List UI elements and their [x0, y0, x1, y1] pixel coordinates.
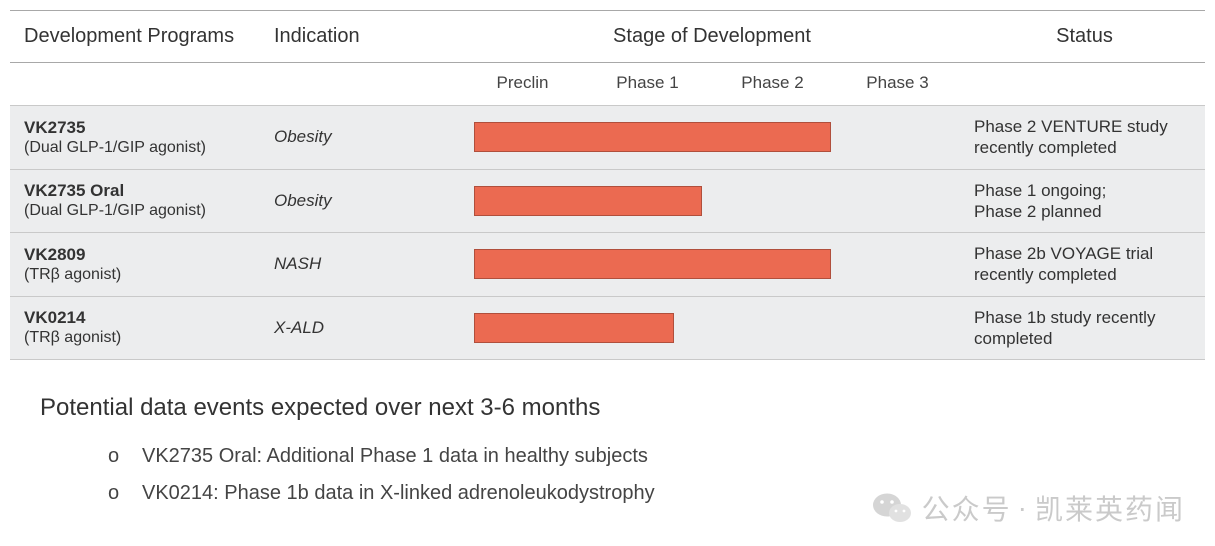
- status-line: Phase 2b VOYAGE trial: [974, 243, 1195, 264]
- phase-label-row: Preclin Phase 1 Phase 2 Phase 3: [10, 63, 1205, 106]
- progress-bar: [474, 249, 831, 279]
- footer-item: o VK0214: Phase 1b data in X-linked adre…: [108, 475, 1205, 512]
- status-line: completed: [974, 328, 1195, 349]
- phase-label: Phase 3: [835, 73, 960, 93]
- program-name: VK0214: [24, 307, 250, 328]
- progress-bar: [474, 122, 831, 152]
- list-bullet: o: [108, 438, 142, 475]
- indication-text: Obesity: [274, 127, 332, 146]
- table-row: VK0214 (TRβ agonist) X-ALD Phase 1b stud…: [10, 296, 1205, 360]
- table-row: VK2809 (TRβ agonist) NASH Phase 2b VOYAG…: [10, 233, 1205, 297]
- status-line: recently completed: [974, 264, 1195, 285]
- indication-text: Obesity: [274, 191, 332, 210]
- footer-block: Potential data events expected over next…: [10, 360, 1205, 512]
- footer-item-text: VK0214: Phase 1b data in X-linked adreno…: [142, 475, 655, 512]
- program-subtitle: (TRβ agonist): [24, 265, 250, 285]
- phase-labels: Preclin Phase 1 Phase 2 Phase 3: [460, 73, 960, 93]
- indication-text: X-ALD: [274, 318, 324, 337]
- status-line: Phase 2 planned: [974, 201, 1195, 222]
- status-line: Phase 2 VENTURE study: [974, 116, 1195, 137]
- progress-track: [474, 313, 950, 343]
- header-status: Status: [960, 11, 1205, 63]
- pipeline-table: Development Programs Indication Stage of…: [10, 10, 1205, 360]
- indication-text: NASH: [274, 254, 321, 273]
- program-name: VK2735 Oral: [24, 180, 250, 201]
- program-name: VK2735: [24, 117, 250, 138]
- footer-list: o VK2735 Oral: Additional Phase 1 data i…: [40, 438, 1205, 512]
- header-stage: Stage of Development: [460, 11, 960, 63]
- progress-bar: [474, 313, 674, 343]
- progress-bar: [474, 186, 702, 216]
- progress-track: [474, 186, 950, 216]
- list-bullet: o: [108, 475, 142, 512]
- program-subtitle: (TRβ agonist): [24, 328, 250, 348]
- phase-label: Phase 2: [710, 73, 835, 93]
- table-row: VK2735 (Dual GLP-1/GIP agonist) Obesity …: [10, 106, 1205, 170]
- status-line: Phase 1b study recently: [974, 307, 1195, 328]
- progress-track: [474, 249, 950, 279]
- footer-title: Potential data events expected over next…: [40, 394, 1205, 422]
- table-row: VK2735 Oral (Dual GLP-1/GIP agonist) Obe…: [10, 169, 1205, 233]
- phase-label: Preclin: [460, 73, 585, 93]
- footer-item: o VK2735 Oral: Additional Phase 1 data i…: [108, 438, 1205, 475]
- footer-item-text: VK2735 Oral: Additional Phase 1 data in …: [142, 438, 648, 475]
- program-name: VK2809: [24, 244, 250, 265]
- progress-track: [474, 122, 950, 152]
- program-subtitle: (Dual GLP-1/GIP agonist): [24, 201, 250, 221]
- table-header-row: Development Programs Indication Stage of…: [10, 11, 1205, 63]
- header-indication: Indication: [260, 11, 460, 63]
- header-programs: Development Programs: [10, 11, 260, 63]
- status-line: recently completed: [974, 137, 1195, 158]
- phase-label: Phase 1: [585, 73, 710, 93]
- program-subtitle: (Dual GLP-1/GIP agonist): [24, 138, 250, 158]
- status-line: Phase 1 ongoing;: [974, 180, 1195, 201]
